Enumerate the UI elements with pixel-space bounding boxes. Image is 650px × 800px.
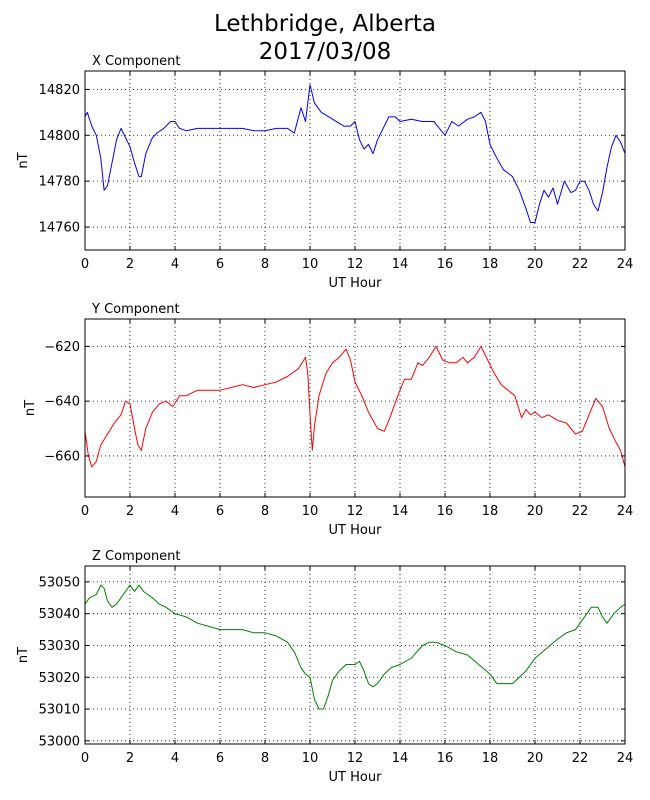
y-tick-label: 53010: [39, 703, 80, 718]
x-tick-label: 14: [392, 504, 409, 519]
x-tick-label: 12: [347, 751, 364, 766]
x-tick-label: 4: [171, 504, 179, 519]
subplot-title: X Component: [92, 54, 181, 69]
x-tick-label: 8: [261, 257, 269, 272]
x-tick-label: 24: [617, 751, 634, 766]
x-tick-label: 16: [437, 751, 454, 766]
y-tick-label: 53000: [39, 734, 80, 749]
x-tick-label: 22: [572, 257, 589, 272]
x-tick-label: 2: [126, 257, 134, 272]
x-tick-label: 20: [527, 504, 544, 519]
x-axis-label: UT Hour: [329, 523, 383, 538]
x-tick-label: 2: [126, 504, 134, 519]
y-tick-label: 53020: [39, 671, 80, 686]
x-tick-label: 8: [261, 751, 269, 766]
y-tick-label: 53040: [39, 607, 80, 622]
x-tick-label: 10: [302, 751, 319, 766]
x-tick-label: 20: [527, 751, 544, 766]
x-tick-label: 14: [392, 751, 409, 766]
chart-panel-3: 0 2 4 6 8 10 12 14 16 18 20 22 245300053010530205303…: [16, 549, 633, 785]
y-tick-label: 14780: [39, 175, 80, 190]
x-tick-label: 24: [617, 257, 634, 272]
x-tick-label: 0: [81, 751, 89, 766]
y-tick-label: 14820: [39, 83, 80, 98]
x-tick-label: 6: [216, 504, 224, 519]
x-tick-label: 0: [81, 257, 89, 272]
x-axis-label: UT Hour: [329, 770, 383, 785]
x-tick-label: 22: [572, 751, 589, 766]
x-tick-label: 22: [572, 504, 589, 519]
x-tick-label: 16: [437, 257, 454, 272]
y-axis-label: nT: [16, 152, 31, 168]
subplot-title: Z Component: [92, 549, 181, 564]
x-axis-label: UT Hour: [329, 276, 383, 291]
y-tick-label: 53050: [39, 575, 80, 590]
x-tick-label: 6: [216, 751, 224, 766]
y-tick-label: −640: [44, 395, 80, 410]
y-axis-label: nT: [16, 647, 31, 663]
x-tick-label: 18: [482, 751, 499, 766]
x-tick-label: 20: [527, 257, 544, 272]
x-tick-label: 4: [171, 751, 179, 766]
subplot-title: Y Component: [91, 302, 180, 317]
x-tick-label: 8: [261, 504, 269, 519]
x-tick-label: 12: [347, 504, 364, 519]
data-series-line: [84, 84, 626, 223]
y-tick-label: 14800: [39, 129, 80, 144]
figure-title-date: 2017/03/08: [258, 39, 392, 65]
x-tick-label: 18: [482, 257, 499, 272]
y-tick-label: −660: [44, 449, 80, 464]
x-tick-label: 14: [392, 257, 409, 272]
y-tick-label: 14760: [39, 221, 80, 236]
x-tick-label: 24: [617, 504, 634, 519]
x-tick-label: 2: [126, 751, 134, 766]
x-tick-label: 10: [302, 504, 319, 519]
chart-panel-1: 0 2 4 6 8 10 12 14 16 18 20 22 241476014780148001482…: [16, 54, 633, 291]
data-series-line: [84, 345, 626, 468]
y-axis-label: nT: [23, 400, 38, 416]
y-tick-label: 53030: [39, 639, 80, 654]
x-tick-label: 16: [437, 504, 454, 519]
data-series-line: [84, 584, 626, 710]
x-tick-label: 10: [302, 257, 319, 272]
x-tick-label: 6: [216, 257, 224, 272]
y-tick-label: −620: [44, 340, 80, 355]
figure-title-location: Lethbridge, Alberta: [213, 11, 436, 37]
x-tick-label: 4: [171, 257, 179, 272]
x-tick-label: 0: [81, 504, 89, 519]
x-tick-label: 18: [482, 504, 499, 519]
x-tick-label: 12: [347, 257, 364, 272]
